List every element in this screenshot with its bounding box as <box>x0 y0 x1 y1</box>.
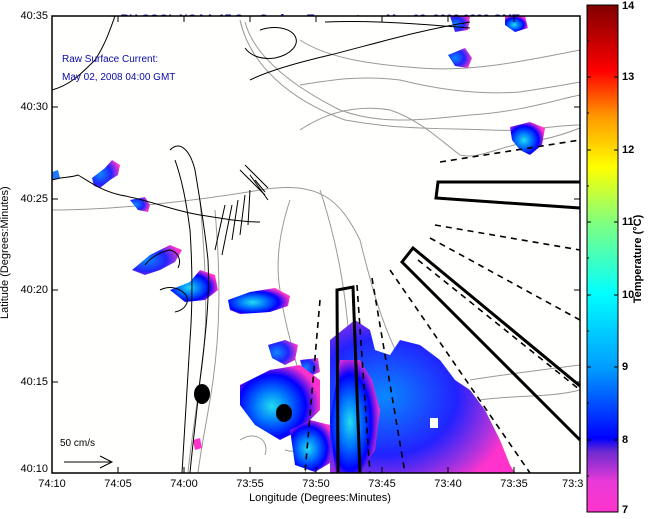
x-tick: 74:05 <box>104 478 132 490</box>
radar-wedges <box>335 180 582 474</box>
x-tick: 73:50 <box>302 478 330 490</box>
colorbar-tick: 12 <box>622 144 635 156</box>
axis-ticks <box>52 15 580 473</box>
x-tick: 74:00 <box>170 478 198 490</box>
y-tick: 40:15 <box>20 376 48 388</box>
x-tick: 73:35 <box>500 478 528 490</box>
y-tick: 40:35 <box>20 10 48 22</box>
scale-arrow <box>64 455 114 469</box>
colorbar <box>586 4 619 513</box>
y-tick: 40:30 <box>20 101 48 113</box>
station-marker <box>276 404 292 422</box>
station-marker <box>194 384 210 404</box>
coastline <box>51 15 471 474</box>
colorbar-tick: 11 <box>622 216 634 228</box>
colorbar-tick: 7 <box>622 504 629 516</box>
current-annotation-label: Raw Surface Current: <box>62 54 159 65</box>
colorbar-tick: 13 <box>622 71 635 83</box>
colorbar-tick: 9 <box>622 361 629 373</box>
colorbar-tick: 8 <box>622 434 629 446</box>
colorbar-tick: 14 <box>622 0 635 12</box>
radar-beams <box>304 139 581 474</box>
x-tick: 73:3 <box>562 478 584 490</box>
x-axis-label: Longitude (Degrees:Minutes) <box>249 492 391 504</box>
scale-label: 50 cm/s <box>60 438 96 449</box>
x-tick: 73:55 <box>236 478 264 490</box>
y-tick: 40:20 <box>20 284 48 296</box>
current-vectors <box>214 164 269 256</box>
colorbar-label: Temperature (°C) <box>632 214 644 304</box>
y-tick: 40:25 <box>20 193 48 205</box>
current-annotation-time: May 02, 2008 04:00 GMT <box>62 72 176 83</box>
y-tick: 40:10 <box>20 463 48 475</box>
y-axis-label: Latitude (Degrees:Minutes) <box>0 186 11 319</box>
x-tick: 73:40 <box>434 478 462 490</box>
x-tick: 73:45 <box>368 478 396 490</box>
colorbar-ticks <box>587 40 618 477</box>
sst-patches <box>52 16 545 473</box>
colorbar-tick: 10 <box>622 289 635 301</box>
x-tick: 74:10 <box>38 478 66 490</box>
